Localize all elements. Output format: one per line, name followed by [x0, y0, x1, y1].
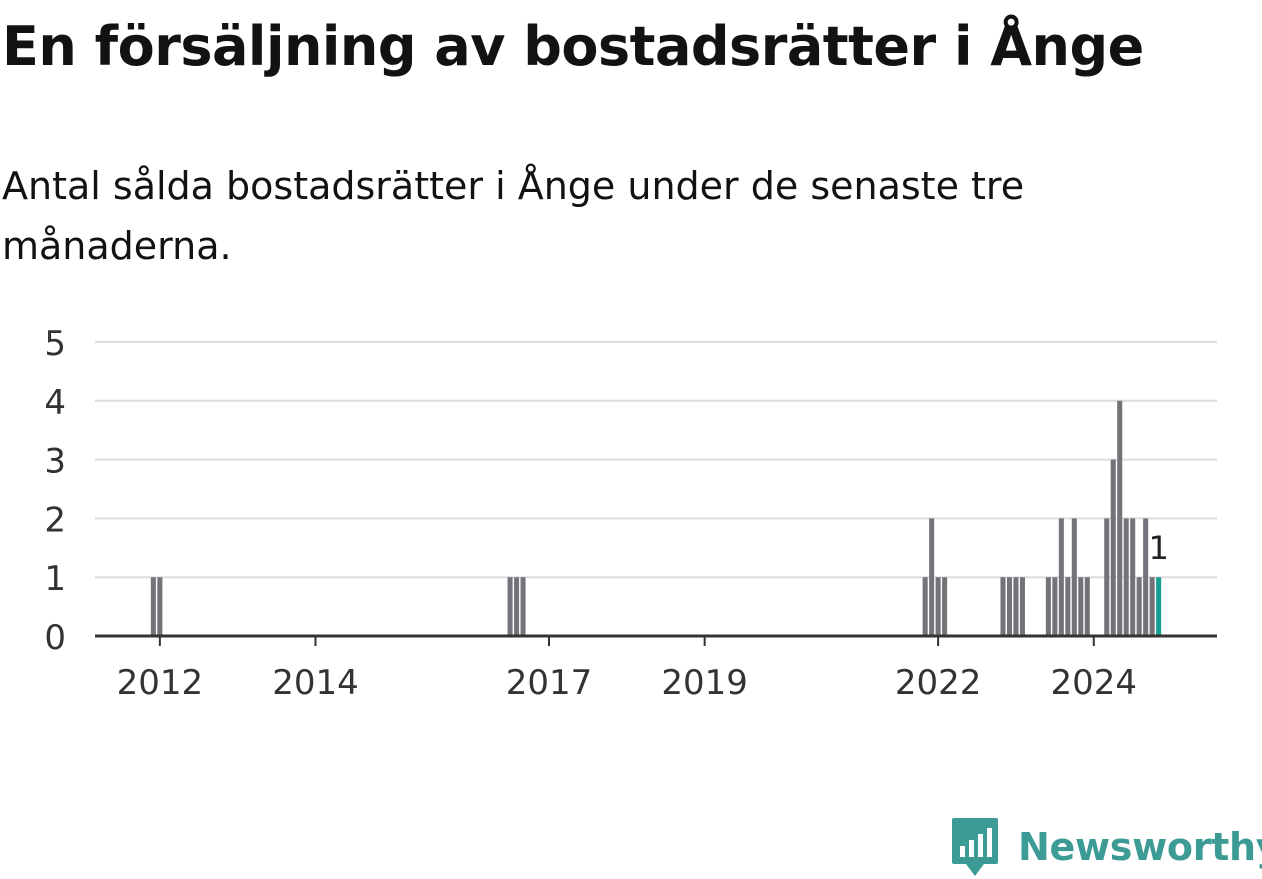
bar [1117, 400, 1123, 636]
bar [1110, 459, 1116, 636]
bar [1078, 577, 1084, 636]
newsworthy-logo: Newsworthy [950, 816, 1262, 878]
newsworthy-logo-text: Newsworthy [1018, 825, 1262, 869]
y-tick-label: 2 [44, 500, 66, 540]
bar [1149, 577, 1155, 636]
bar [1143, 518, 1149, 636]
newsworthy-logo-icon [952, 818, 998, 876]
x-tick-label: 2017 [506, 663, 593, 703]
bar [1084, 577, 1090, 636]
y-tick-label: 0 [44, 618, 66, 658]
bar [1104, 518, 1110, 636]
bar [1052, 577, 1058, 636]
bar [1130, 518, 1136, 636]
bar [507, 577, 513, 636]
bar [514, 577, 520, 636]
bar-highlight [1156, 577, 1162, 636]
y-tick-label: 1 [44, 559, 66, 599]
bar [922, 577, 928, 636]
bar [1006, 577, 1012, 636]
bar [1000, 577, 1006, 636]
bar [1058, 518, 1064, 636]
data-label: 1 [1148, 529, 1168, 567]
x-tick-label: 2022 [895, 663, 982, 703]
bar [1019, 577, 1025, 636]
bar [520, 577, 526, 636]
bar [1065, 577, 1071, 636]
chart-subtitle: Antal sålda bostadsrätter i Ånge under d… [2, 164, 1025, 268]
y-tick-label: 4 [44, 383, 66, 423]
x-tick-label: 2024 [1051, 663, 1138, 703]
bar [1071, 518, 1077, 636]
bar [150, 577, 156, 636]
bar [942, 577, 948, 636]
x-tick-label: 2012 [117, 663, 204, 703]
bar [157, 577, 163, 636]
x-tick-label: 2019 [661, 663, 748, 703]
chart-title: En försäljning av bostadsrätter i Ånge [2, 15, 1144, 78]
bar [1013, 577, 1019, 636]
bar [929, 518, 935, 636]
bar [1045, 577, 1051, 636]
y-tick-label: 3 [44, 442, 66, 482]
bar [935, 577, 941, 636]
bar [1136, 577, 1142, 636]
bar [1123, 518, 1129, 636]
x-tick-label: 2014 [272, 663, 359, 703]
y-tick-label: 5 [44, 324, 66, 364]
